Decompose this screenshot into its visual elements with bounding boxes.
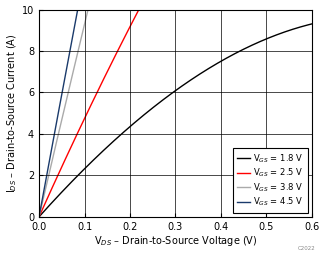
V$_{GS}$ = 3.8 V: [37, 215, 41, 218]
Line: V$_{GS}$ = 2.5 V: V$_{GS}$ = 2.5 V: [39, 0, 312, 217]
V$_{GS}$ = 3.8 V: [54, 144, 58, 147]
V$_{GS}$ = 4.5 V: [37, 215, 41, 218]
Line: V$_{GS}$ = 1.8 V: V$_{GS}$ = 1.8 V: [39, 24, 312, 217]
Y-axis label: I$_{DS}$ – Drain-to-Source Current (A): I$_{DS}$ – Drain-to-Source Current (A): [6, 34, 19, 193]
Line: V$_{GS}$ = 3.8 V: V$_{GS}$ = 3.8 V: [39, 0, 312, 217]
X-axis label: V$_{DS}$ – Drain-to-Source Voltage (V): V$_{DS}$ – Drain-to-Source Voltage (V): [94, 234, 257, 248]
Line: V$_{GS}$ = 4.5 V: V$_{GS}$ = 4.5 V: [39, 0, 312, 217]
Legend: V$_{GS}$ = 1.8 V, V$_{GS}$ = 2.5 V, V$_{GS}$ = 3.8 V, V$_{GS}$ = 4.5 V: V$_{GS}$ = 1.8 V, V$_{GS}$ = 2.5 V, V$_{…: [233, 148, 308, 213]
V$_{GS}$ = 4.5 V: [54, 125, 58, 128]
V$_{GS}$ = 1.8 V: [196, 74, 200, 77]
V$_{GS}$ = 2.5 V: [37, 215, 41, 218]
V$_{GS}$ = 1.8 V: [244, 46, 248, 50]
V$_{GS}$ = 1.8 V: [310, 22, 314, 25]
V$_{GS}$ = 1.8 V: [211, 65, 215, 68]
V$_{GS}$ = 1.8 V: [272, 34, 276, 37]
V$_{GS}$ = 1.8 V: [54, 197, 58, 200]
Text: C2022: C2022: [297, 246, 315, 251]
V$_{GS}$ = 1.8 V: [37, 215, 41, 218]
V$_{GS}$ = 1.8 V: [203, 70, 207, 73]
V$_{GS}$ = 2.5 V: [54, 178, 58, 181]
